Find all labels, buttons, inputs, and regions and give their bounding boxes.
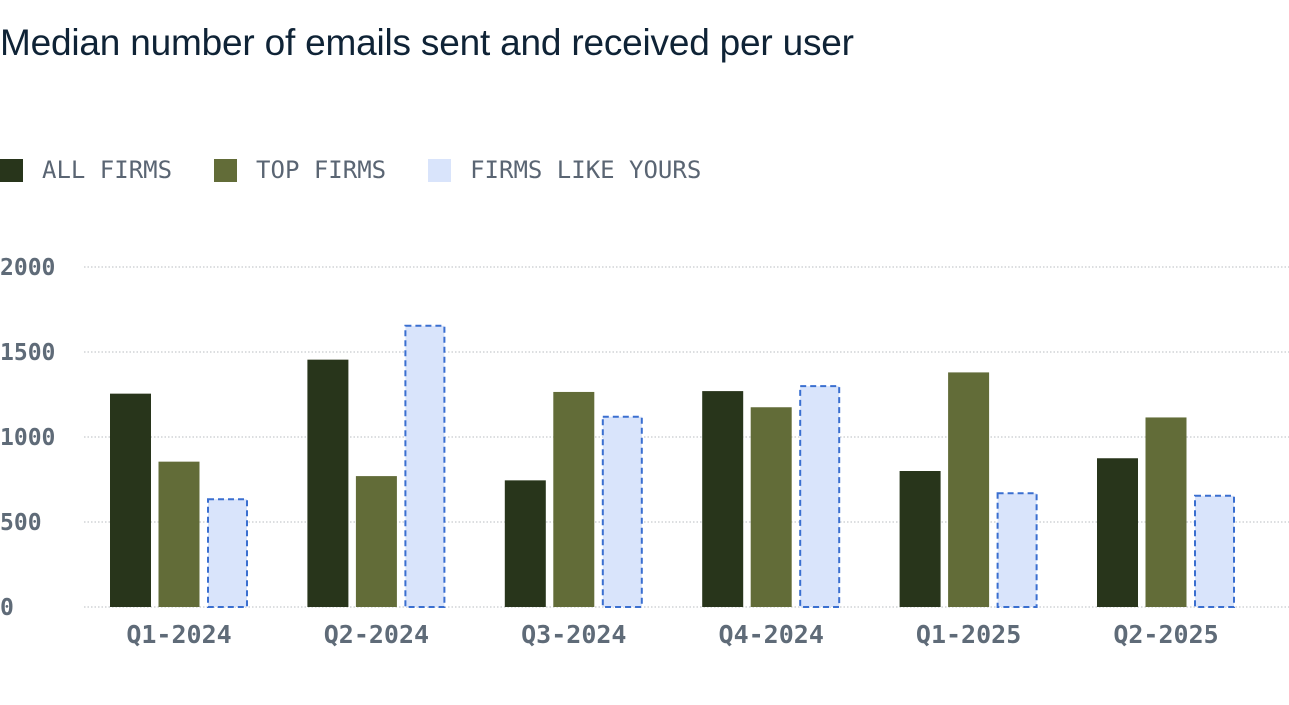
bar-top-firms	[750, 407, 792, 607]
bar-top-firms	[158, 461, 200, 607]
bar-all-firms	[504, 480, 546, 607]
x-tick-label: Q1-2025	[916, 620, 1021, 649]
legend-item-top-firms: TOP FIRMS	[214, 156, 386, 184]
bar-all-firms	[110, 393, 151, 607]
legend-item-firms-like-yours: FIRMS LIKE YOURS	[428, 156, 701, 184]
bar-firms-like-yours	[1194, 494, 1235, 608]
legend-swatch-top-firms	[214, 158, 238, 182]
bar-firms-like-yours	[601, 415, 643, 608]
y-tick-label: 0	[0, 595, 14, 621]
chart-title: Median number of emails sent and receive…	[0, 22, 854, 63]
y-tick-label: 2000	[0, 255, 55, 281]
bar-top-firms	[355, 476, 397, 607]
bar-firms-like-yours	[207, 498, 248, 609]
x-tick-label: Q3-2024	[521, 620, 626, 649]
y-tick-label: 1000	[0, 425, 55, 451]
bar-top-firms	[948, 372, 990, 607]
legend-label-top-firms: TOP FIRMS	[256, 156, 387, 184]
y-tick-label: 1500	[0, 340, 55, 366]
legend-label-firms-like-yours: FIRMS LIKE YOURS	[470, 156, 702, 184]
bar-all-firms	[702, 391, 744, 607]
x-tick-label: Q2-2025	[1113, 620, 1218, 649]
x-tick-label: Q1-2024	[126, 620, 231, 649]
bar-firms-like-yours	[404, 324, 446, 608]
y-tick-label: 500	[0, 510, 42, 536]
legend: ALL FIRMS TOP FIRMS FIRMS LIKE YOURS	[0, 156, 743, 184]
legend-item-all-firms: ALL FIRMS	[0, 156, 172, 184]
bar-all-firms	[1097, 458, 1138, 607]
bar-firms-like-yours	[799, 385, 841, 608]
legend-swatch-all-firms	[0, 158, 23, 182]
legend-label-all-firms: ALL FIRMS	[42, 156, 173, 184]
x-tick-label: Q2-2024	[324, 620, 429, 649]
bar-top-firms	[553, 391, 595, 607]
bar-top-firms	[1145, 417, 1187, 607]
legend-swatch-firms-like-yours	[428, 158, 452, 182]
bar-all-firms	[307, 359, 349, 607]
bar-firms-like-yours	[996, 492, 1038, 608]
x-tick-label: Q4-2024	[719, 620, 824, 649]
bar-all-firms	[899, 471, 941, 607]
